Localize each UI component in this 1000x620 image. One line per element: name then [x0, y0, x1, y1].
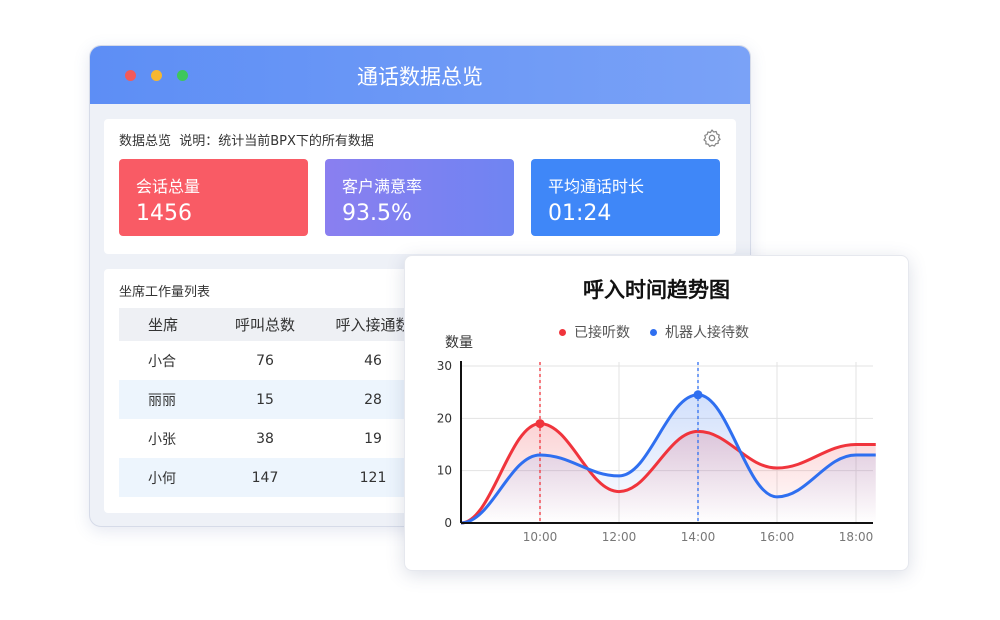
card-avg-duration: 平均通话时长 01:24	[531, 159, 720, 236]
card-label: 平均通话时长	[548, 177, 645, 196]
legend-label: 机器人接待数	[665, 325, 749, 341]
cell: 46	[364, 352, 382, 369]
minimize-dot[interactable]	[151, 70, 162, 81]
cell: 28	[364, 391, 382, 408]
table-row[interactable]: 小合 76 46	[119, 341, 504, 380]
column-header: 呼叫总数	[234, 316, 295, 334]
overview-panel: 数据总览 说明：统计当前BPX下的所有数据 会话总量 1456 客户满意率 93.5…	[104, 119, 736, 254]
cell: 小合	[148, 353, 176, 370]
cell: 丽丽	[148, 392, 176, 409]
data-point	[693, 390, 703, 400]
card-value: 1456	[136, 201, 192, 226]
x-tick-label: 10:00	[523, 530, 558, 544]
window-title: 通话数据总览	[357, 65, 483, 89]
table-title: 坐席工作量列表	[119, 285, 211, 300]
x-tick-label: 18:00	[839, 530, 874, 544]
data-point	[535, 419, 545, 429]
maximize-dot[interactable]	[177, 70, 188, 81]
series-line	[460, 422, 876, 525]
overview-header: 数据总览 说明：统计当前BPX下的所有数据	[119, 134, 374, 149]
x-tick-label: 16:00	[760, 530, 795, 544]
y-tick-label: 30	[437, 359, 452, 373]
trend-chart-card: 呼入时间趋势图 已接听数 机器人接待数 数量 0 10 20 30 10:00 12:00…	[404, 255, 909, 571]
table-row[interactable]: 小张 38 19	[119, 419, 504, 458]
column-header: 呼入接通数	[335, 316, 411, 334]
cell: 121	[359, 469, 387, 486]
legend-label: 已接听数	[574, 325, 630, 341]
card-value: 01:24	[548, 201, 612, 226]
cell: 小张	[148, 431, 176, 448]
chart-title: 呼入时间趋势图	[583, 278, 730, 302]
cell: 15	[256, 391, 274, 408]
card-label: 会话总量	[136, 177, 201, 196]
card-value: 93.5%	[342, 201, 412, 226]
card-satisfaction: 客户满意率 93.5%	[325, 159, 514, 236]
cell: 19	[364, 430, 382, 447]
dashboard-window: 通话数据总览 数据总览 说明：统计当前BPX下的所有数据 会话总量 1456 客户…	[89, 45, 751, 527]
x-tick-label: 12:00	[602, 530, 637, 544]
legend-item-answered[interactable]: 已接听数	[559, 322, 630, 342]
legend-item-robot[interactable]: 机器人接待数	[650, 322, 749, 342]
cell: 小何	[148, 470, 176, 487]
line-chart: 0 10 20 30 10:00 12:00 14:00 16:00 18:00	[437, 359, 876, 544]
series-area	[461, 394, 876, 523]
legend-dot	[650, 328, 657, 336]
cell: 76	[256, 352, 274, 369]
y-tick-label: 20	[437, 411, 452, 425]
close-dot[interactable]	[125, 70, 136, 81]
cell: 147	[251, 469, 279, 486]
column-header: 坐席	[148, 316, 179, 334]
legend-dot	[559, 328, 566, 336]
card-label: 客户满意率	[342, 177, 423, 196]
y-tick-label: 10	[437, 464, 452, 478]
y-axis-label: 数量	[445, 335, 473, 351]
cell: 38	[256, 430, 274, 447]
gear-icon[interactable]	[702, 128, 722, 148]
card-total-sessions: 会话总量 1456	[119, 159, 308, 236]
y-tick-label: 0	[444, 516, 452, 530]
x-tick-label: 14:00	[681, 530, 716, 544]
title-bar: 通话数据总览	[90, 46, 750, 104]
